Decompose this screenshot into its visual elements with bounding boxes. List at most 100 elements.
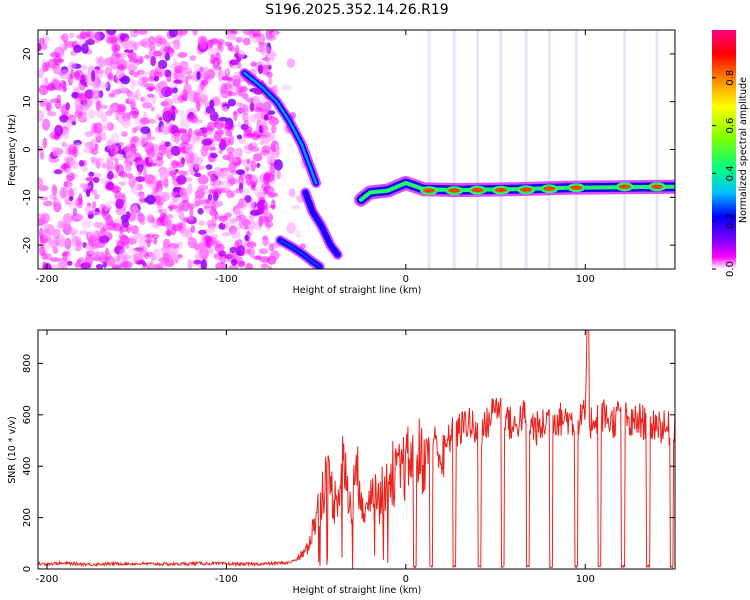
noise-blob: [261, 120, 268, 132]
noise-blob: [253, 255, 261, 260]
x-tick-label: 0: [403, 574, 409, 585]
noise-blob: [53, 55, 63, 66]
noise-blob: [38, 37, 45, 45]
noise-blob: [189, 55, 197, 61]
noise-blob: [104, 202, 109, 212]
noise-blob: [146, 136, 156, 141]
noise-blob: [258, 196, 266, 205]
noise-blob: [249, 102, 255, 112]
noise-blob: [40, 43, 48, 50]
noise-blob: [267, 76, 273, 86]
noise-blob: [231, 258, 238, 266]
noise-blob: [84, 72, 90, 79]
noise-blob: [228, 264, 239, 269]
noise-blob: [253, 107, 265, 113]
noise-blob: [245, 262, 254, 269]
noise-blob: [213, 179, 220, 188]
noise-blob: [81, 184, 92, 190]
noise-blob: [43, 223, 54, 230]
noise-blob: [155, 66, 163, 75]
noise-blob: [286, 58, 296, 68]
noise-blob: [92, 176, 100, 183]
noise-blob: [85, 177, 94, 182]
noise-blob: [226, 153, 237, 159]
noise-blob: [162, 98, 174, 110]
noise-blob: [152, 50, 163, 57]
noise-blob: [228, 91, 238, 96]
noise-blob: [271, 31, 278, 37]
y-tick-label: 0: [22, 146, 33, 152]
noise-blob: [54, 124, 64, 137]
noise-blob: [127, 92, 137, 103]
colorbar-gradient: [712, 30, 736, 269]
noise-blob: [161, 69, 166, 75]
noise-blob: [180, 199, 190, 212]
noise-blob: [163, 217, 173, 227]
noise-blob: [138, 30, 148, 35]
noise-blob: [105, 219, 115, 231]
noise-blob: [53, 169, 63, 175]
noise-blob: [178, 129, 187, 134]
noise-blob: [138, 76, 149, 88]
noise-blob: [114, 190, 122, 200]
x-tick-label: -200: [36, 574, 59, 585]
noise-blob: [69, 161, 79, 170]
noise-blob: [129, 205, 139, 214]
noise-blob: [115, 254, 125, 264]
noise-blob: [237, 61, 242, 69]
figure-title: S196.2025.352.14.26.R19: [265, 2, 448, 18]
colorbar-label: Normalized spectral amplitude: [738, 77, 749, 223]
noise-blob: [263, 209, 271, 218]
noise-blob: [38, 185, 49, 192]
tone-smear: [476, 30, 480, 269]
noise-blob: [59, 115, 69, 123]
noise-blob: [38, 84, 49, 96]
noise-blob: [210, 174, 215, 187]
noise-blob: [69, 32, 74, 39]
noise-blob: [262, 172, 271, 185]
noise-blob: [264, 220, 274, 228]
noise-blob: [197, 35, 208, 47]
noise-blob: [266, 56, 272, 64]
noise-blob: [244, 174, 250, 181]
converging-arcs-band: [302, 189, 341, 258]
noise-blob: [255, 46, 265, 53]
noise-blob: [173, 79, 183, 84]
snr-frame: [37, 329, 676, 570]
noise-blob: [73, 186, 78, 196]
noise-blob: [127, 51, 137, 60]
noise-blob: [118, 83, 126, 91]
noise-blob: [185, 71, 192, 76]
noise-blob: [200, 145, 209, 158]
noise-blob: [199, 94, 208, 104]
noise-blob: [213, 62, 219, 71]
y-tick-label: 600: [22, 405, 33, 424]
noise-blob: [215, 52, 221, 61]
noise-blob: [246, 159, 251, 165]
noise-blob: [100, 104, 108, 110]
noise-blob: [162, 107, 169, 117]
noise-blob: [128, 176, 136, 188]
noise-blob: [98, 157, 105, 163]
noise-blob: [254, 96, 265, 104]
noise-blob: [256, 162, 261, 168]
noise-blob: [53, 197, 60, 205]
noise-blob: [208, 240, 219, 246]
noise-blob: [114, 88, 122, 95]
noise-blob: [208, 193, 213, 201]
noise-blob: [129, 58, 140, 63]
noise-blob: [38, 68, 45, 79]
noise-blob: [42, 137, 47, 149]
noise-blob: [189, 206, 194, 218]
noise-blob: [49, 257, 60, 262]
noise-blob: [196, 156, 204, 165]
noise-blob: [87, 214, 94, 219]
noise-blob: [118, 142, 124, 147]
noise-blob: [168, 166, 176, 175]
noise-blob: [68, 228, 79, 236]
noise-blob: [247, 241, 257, 248]
noise-blob: [191, 135, 200, 145]
noise-blob: [121, 131, 128, 137]
noise-blob: [236, 238, 243, 248]
spectrogram-x-ticks: -200 -100 0 100: [36, 30, 595, 285]
